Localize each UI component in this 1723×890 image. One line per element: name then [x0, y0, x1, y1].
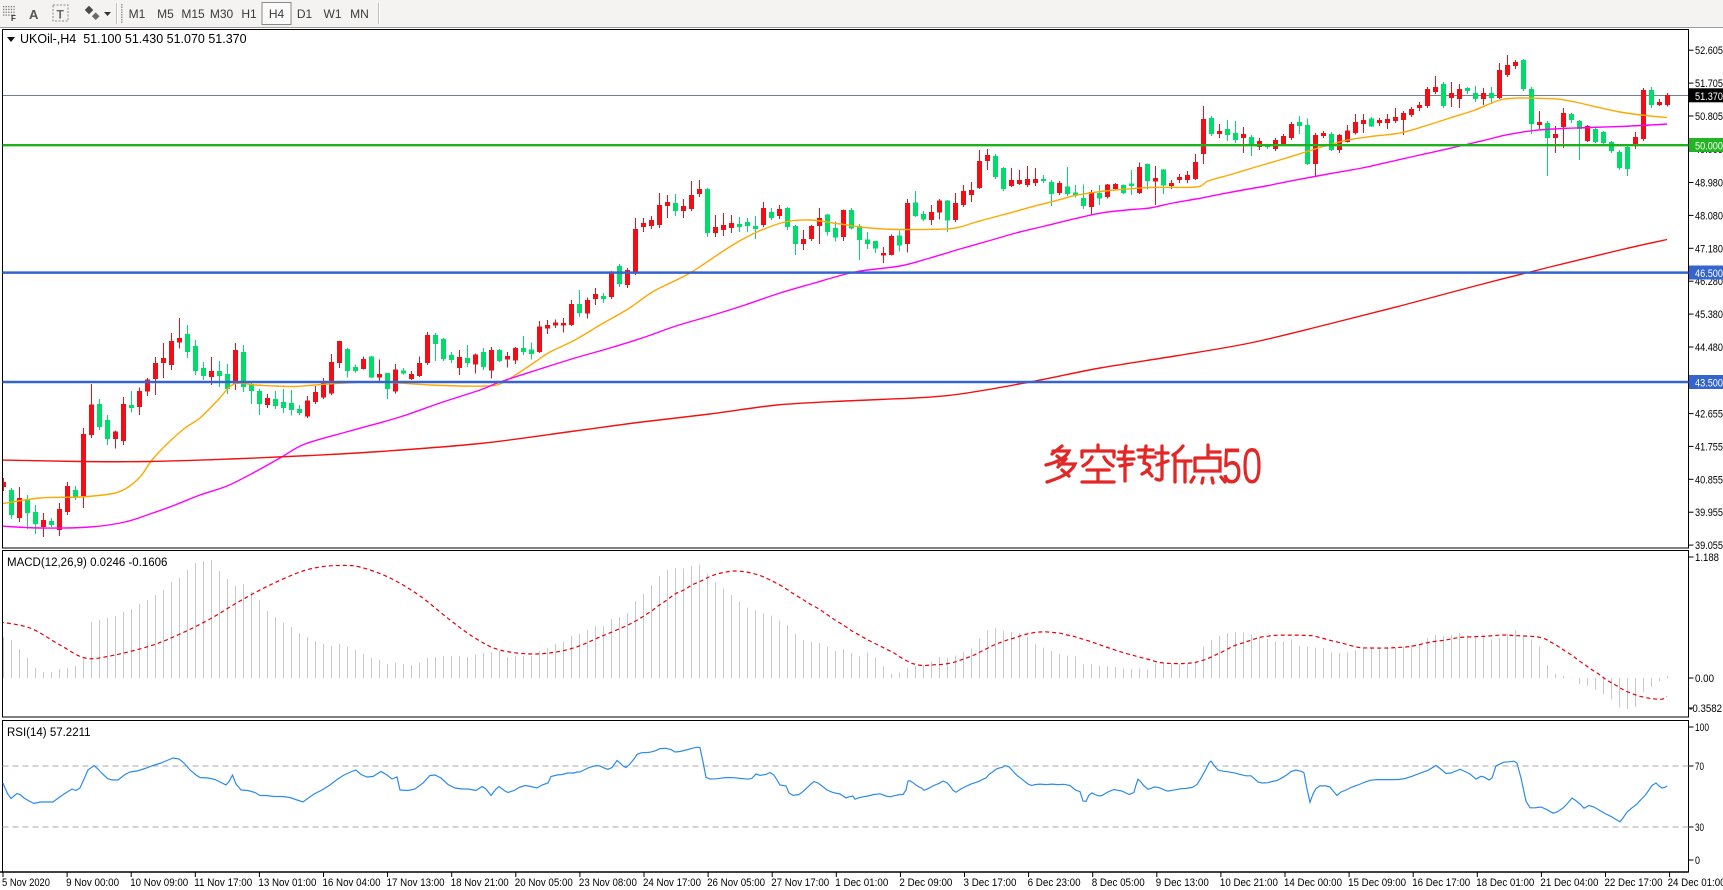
svg-text:42.655: 42.655	[1695, 409, 1723, 421]
svg-text:50: 50	[1222, 438, 1262, 494]
svg-text:51.705: 51.705	[1695, 78, 1723, 90]
svg-text:16 Nov 04:00: 16 Nov 04:00	[323, 877, 381, 889]
svg-text:47.180: 47.180	[1695, 243, 1723, 255]
svg-text:44.480: 44.480	[1695, 342, 1723, 354]
svg-text:W1: W1	[324, 7, 342, 21]
svg-text:8 Dec 05:00: 8 Dec 05:00	[1092, 877, 1145, 889]
svg-text:A: A	[29, 7, 39, 22]
svg-text:3 Dec 17:00: 3 Dec 17:00	[964, 877, 1017, 889]
svg-text:26 Nov 05:00: 26 Nov 05:00	[707, 877, 765, 889]
svg-text:70: 70	[1695, 761, 1704, 773]
svg-text:23 Nov 08:00: 23 Nov 08:00	[579, 877, 637, 889]
svg-text:52.605: 52.605	[1695, 45, 1723, 57]
svg-text:14 Dec 00:00: 14 Dec 00:00	[1284, 877, 1342, 889]
svg-text:UKOil-,H4 51.100 51.430 51.07: UKOil-,H4 51.100 51.430 51.070 51.370	[20, 32, 247, 46]
svg-text:41.755: 41.755	[1695, 441, 1723, 453]
svg-text:20 Nov 05:00: 20 Nov 05:00	[515, 877, 573, 889]
svg-text:1.188: 1.188	[1695, 552, 1719, 564]
svg-text:21 Dec 04:00: 21 Dec 04:00	[1540, 877, 1598, 889]
svg-text:45.380: 45.380	[1695, 309, 1723, 321]
svg-text:24 Nov 17:00: 24 Nov 17:00	[643, 877, 701, 889]
svg-text:30: 30	[1695, 822, 1704, 834]
svg-text:-0.3582: -0.3582	[1689, 703, 1722, 715]
svg-text:22 Dec 17:00: 22 Dec 17:00	[1605, 877, 1663, 889]
svg-text:D1: D1	[297, 7, 313, 21]
svg-text:10 Dec 21:00: 10 Dec 21:00	[1220, 877, 1278, 889]
svg-text:RSI(14) 57.2211: RSI(14) 57.2211	[7, 727, 91, 739]
svg-text:F: F	[11, 14, 16, 23]
svg-text:27 Nov 17:00: 27 Nov 17:00	[771, 877, 829, 889]
svg-text:5 Nov 2020: 5 Nov 2020	[2, 877, 50, 889]
svg-text:51.370: 51.370	[1695, 91, 1723, 103]
svg-text:MN: MN	[350, 7, 369, 21]
svg-text:M15: M15	[181, 7, 205, 21]
svg-text:16 Dec 17:00: 16 Dec 17:00	[1412, 877, 1470, 889]
svg-text:H4: H4	[269, 7, 285, 21]
svg-text:18 Dec 01:00: 18 Dec 01:00	[1476, 877, 1534, 889]
svg-text:T: T	[57, 8, 65, 22]
svg-text:H1: H1	[241, 7, 257, 21]
svg-text:6 Dec 23:00: 6 Dec 23:00	[1028, 877, 1081, 889]
svg-text:46.500: 46.500	[1695, 268, 1723, 280]
svg-text:M5: M5	[157, 7, 174, 21]
svg-text:18 Nov 21:00: 18 Nov 21:00	[451, 877, 509, 889]
svg-text:43.500: 43.500	[1695, 378, 1723, 390]
svg-text:0: 0	[1695, 855, 1700, 867]
svg-text:M30: M30	[210, 7, 234, 21]
svg-text:39.055: 39.055	[1695, 540, 1723, 552]
svg-text:40.855: 40.855	[1695, 474, 1723, 486]
svg-text:48.080: 48.080	[1695, 210, 1723, 222]
svg-text:M1: M1	[129, 7, 146, 21]
svg-text:50.000: 50.000	[1695, 141, 1723, 153]
svg-text:100: 100	[1695, 722, 1709, 734]
svg-text:48.980: 48.980	[1695, 178, 1723, 190]
svg-text:0.00: 0.00	[1695, 673, 1714, 685]
svg-text:39.955: 39.955	[1695, 507, 1723, 519]
svg-text:50.805: 50.805	[1695, 111, 1723, 123]
svg-text:11 Nov 17:00: 11 Nov 17:00	[194, 877, 252, 889]
svg-text:24 Dec 01:00: 24 Dec 01:00	[1668, 877, 1723, 889]
svg-text:MACD(12,26,9) 0.0246 -0.1606: MACD(12,26,9) 0.0246 -0.1606	[7, 557, 167, 569]
svg-text:2 Dec 09:00: 2 Dec 09:00	[899, 877, 952, 889]
svg-text:1 Dec 01:00: 1 Dec 01:00	[835, 877, 888, 889]
svg-text:9 Nov 00:00: 9 Nov 00:00	[66, 877, 119, 889]
svg-text:10 Nov 09:00: 10 Nov 09:00	[130, 877, 188, 889]
svg-text:13 Nov 01:00: 13 Nov 01:00	[258, 877, 316, 889]
svg-text:9 Dec 13:00: 9 Dec 13:00	[1156, 877, 1209, 889]
svg-text:15 Dec 09:00: 15 Dec 09:00	[1348, 877, 1406, 889]
svg-text:17 Nov 13:00: 17 Nov 13:00	[387, 877, 445, 889]
